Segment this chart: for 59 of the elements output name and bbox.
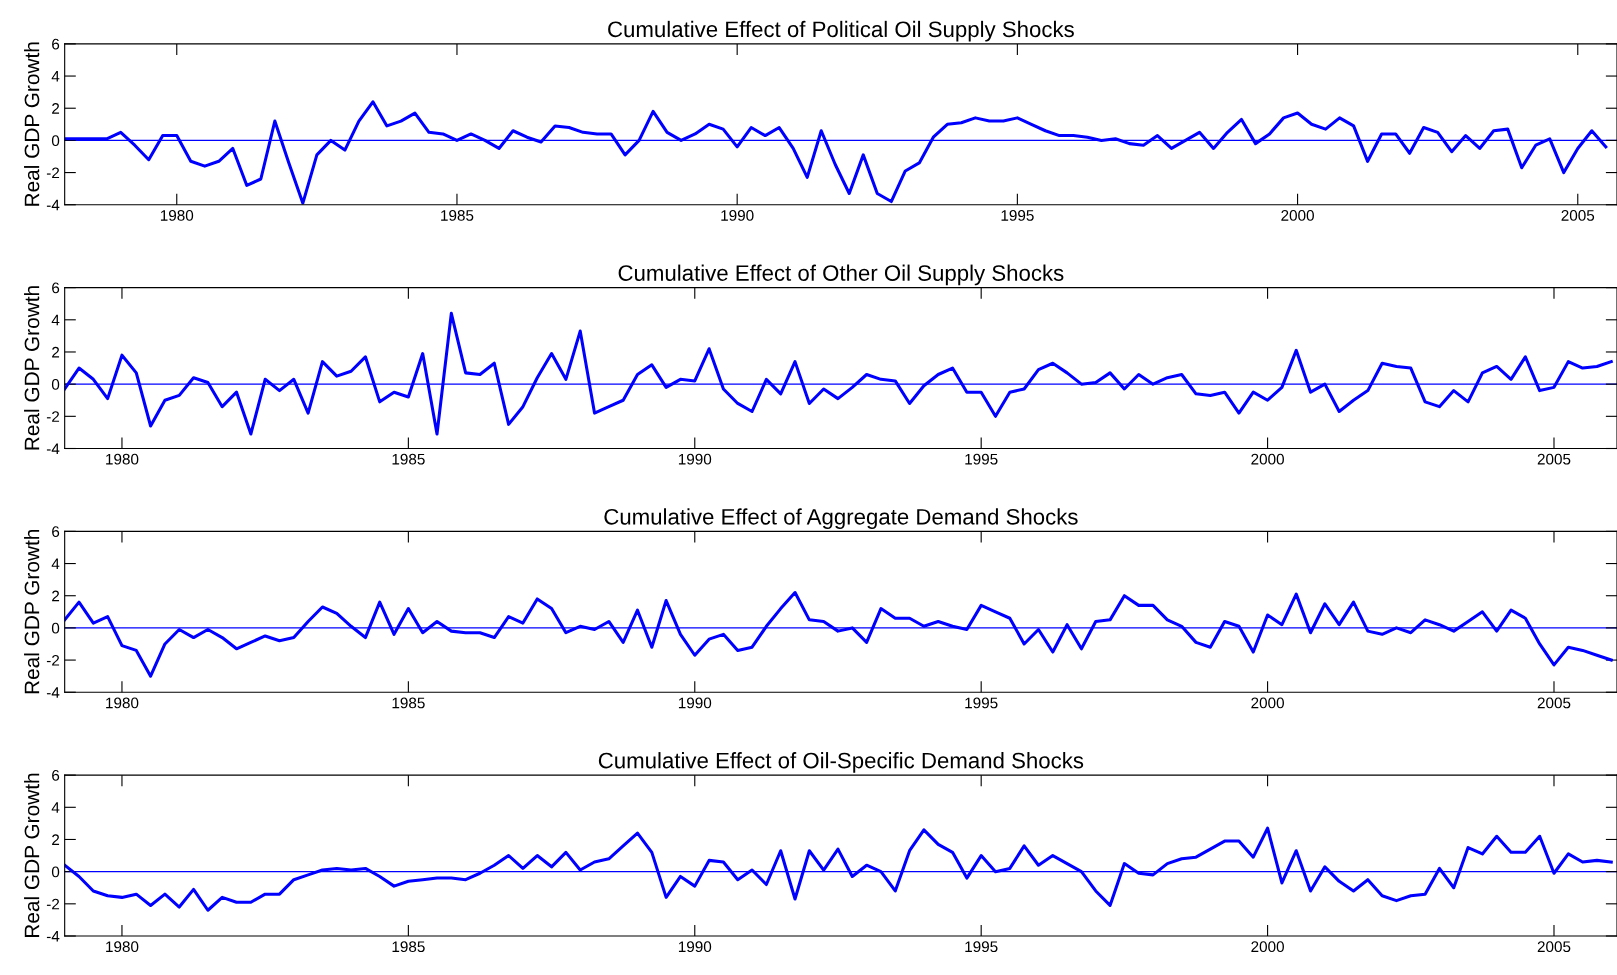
- x-tick-label: 1980: [106, 697, 139, 709]
- y-tick-label: 0: [51, 379, 60, 390]
- x-tick-label: 1985: [392, 941, 425, 953]
- x-tick-label: 2000: [1251, 453, 1284, 465]
- y-tick-label: -4: [46, 199, 60, 211]
- y-tick-label: 2: [52, 590, 60, 602]
- y-tick-label: -4: [46, 687, 60, 698]
- line-series: [64, 590, 1613, 678]
- y-tick-label: 6: [52, 282, 60, 294]
- chart-title: Cumulative Effect of Oil-Specific Demand Shocks: [598, 752, 1084, 773]
- x-tick-label: 1995: [965, 453, 998, 465]
- y-tick-label: 6: [52, 526, 60, 538]
- x-tick-label: 1995: [1001, 210, 1034, 221]
- x-tick-label: 1990: [678, 697, 712, 709]
- y-axis-title: Real GDP Growth: [24, 42, 40, 206]
- y-tick-label: 0: [51, 622, 60, 634]
- x-tick-label: 2005: [1537, 697, 1571, 709]
- x-tick-label: 1985: [392, 697, 425, 709]
- x-tick-label: 2005: [1561, 210, 1595, 221]
- y-tick-label: 4: [51, 802, 60, 813]
- chart-title: Cumulative Effect of Other Oil Supply Shocks: [618, 264, 1064, 286]
- x-tick-label: 1980: [106, 941, 139, 953]
- y-tick-label: 4: [51, 314, 60, 326]
- x-tick-label: 1980: [106, 453, 139, 465]
- y-axis-title: Real GDP Growth: [24, 529, 40, 694]
- y-tick-label: 0: [51, 135, 60, 147]
- x-tick-label: 2005: [1537, 453, 1571, 465]
- y-tick-label: 4: [51, 71, 60, 82]
- x-tick-label: 2000: [1281, 210, 1314, 221]
- x-tick-label: 1990: [678, 941, 712, 953]
- y-tick-label: -2: [46, 411, 60, 422]
- line-series: [64, 826, 1613, 912]
- y-tick-label: 2: [52, 834, 60, 846]
- y-tick-label: -2: [46, 898, 60, 910]
- y-tick-label: -4: [46, 931, 60, 942]
- y-tick-label: 4: [51, 558, 60, 570]
- x-tick-label: 1995: [965, 941, 998, 953]
- x-tick-label: 1995: [965, 697, 998, 709]
- x-tick-label: 1990: [721, 210, 754, 221]
- y-axis-title: Real GDP Growth: [24, 286, 40, 450]
- x-tick-label: 2000: [1251, 697, 1284, 709]
- x-tick-label: 1985: [441, 210, 474, 221]
- x-tick-label: 2000: [1251, 941, 1284, 953]
- y-tick-label: -4: [46, 443, 60, 455]
- y-tick-label: 2: [52, 346, 60, 358]
- x-tick-label: 1990: [678, 453, 712, 465]
- y-tick-label: 6: [52, 38, 60, 50]
- y-tick-label: 2: [52, 103, 60, 114]
- x-tick-label: 1980: [160, 210, 194, 221]
- y-axis-title: Real GDP Growth: [24, 773, 40, 938]
- chart-title: Cumulative Effect of Political Oil Supply Shocks: [608, 20, 1074, 42]
- chart-title: Cumulative Effect of Aggregate Demand Shocks: [604, 508, 1078, 530]
- y-tick-label: -2: [46, 167, 60, 179]
- line-series: [64, 311, 1613, 436]
- x-tick-label: 2005: [1537, 941, 1571, 953]
- y-tick-label: 0: [51, 866, 60, 878]
- x-tick-label: 1985: [392, 453, 425, 465]
- y-tick-label: 6: [52, 769, 60, 781]
- y-tick-label: -2: [46, 654, 60, 666]
